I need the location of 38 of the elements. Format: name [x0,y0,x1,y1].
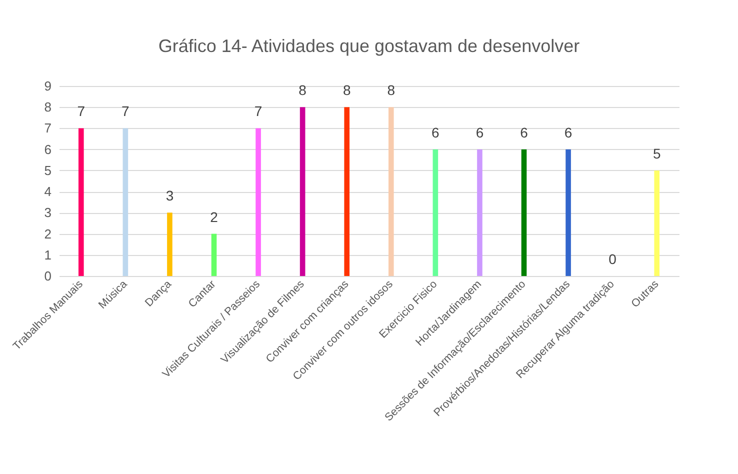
y-tick-label: 9 [44,78,52,94]
bar [477,149,482,276]
data-label: 7 [77,103,86,120]
data-label: 7 [254,103,262,120]
y-tick-label: 5 [44,162,52,178]
y-tick-label: 3 [44,205,52,220]
bar [167,212,172,276]
bar [388,107,394,276]
data-label: 6 [564,124,572,140]
y-tick-label: 2 [44,226,52,242]
bar [211,234,217,276]
bar [78,128,84,276]
y-tick-label: 8 [44,100,52,115]
bar [566,149,571,276]
bar [122,128,128,276]
bar [654,170,660,276]
data-label: 8 [387,82,396,98]
data-label: 3 [166,188,174,204]
data-label: 8 [342,82,351,98]
y-tick-label: 4 [44,184,52,200]
bar [432,149,438,276]
y-tick-label: 6 [44,142,52,157]
data-label: 6 [520,124,528,140]
chart-title: Gráfico 14- Atividades que gostavam de desenvolver [158,36,580,56]
data-label: 5 [652,145,661,162]
y-tick-label: 0 [44,268,52,284]
data-label: 0 [608,251,617,267]
y-tick-label: 7 [44,120,52,136]
data-label: 2 [210,208,218,225]
data-label: 6 [476,124,484,140]
data-label: 6 [432,124,440,140]
y-tick-label: 1 [44,247,52,262]
bar [521,149,527,276]
bar [256,128,261,276]
bar [300,107,306,276]
data-label: 7 [122,103,130,120]
bar [344,107,350,276]
data-label: 8 [298,82,307,98]
